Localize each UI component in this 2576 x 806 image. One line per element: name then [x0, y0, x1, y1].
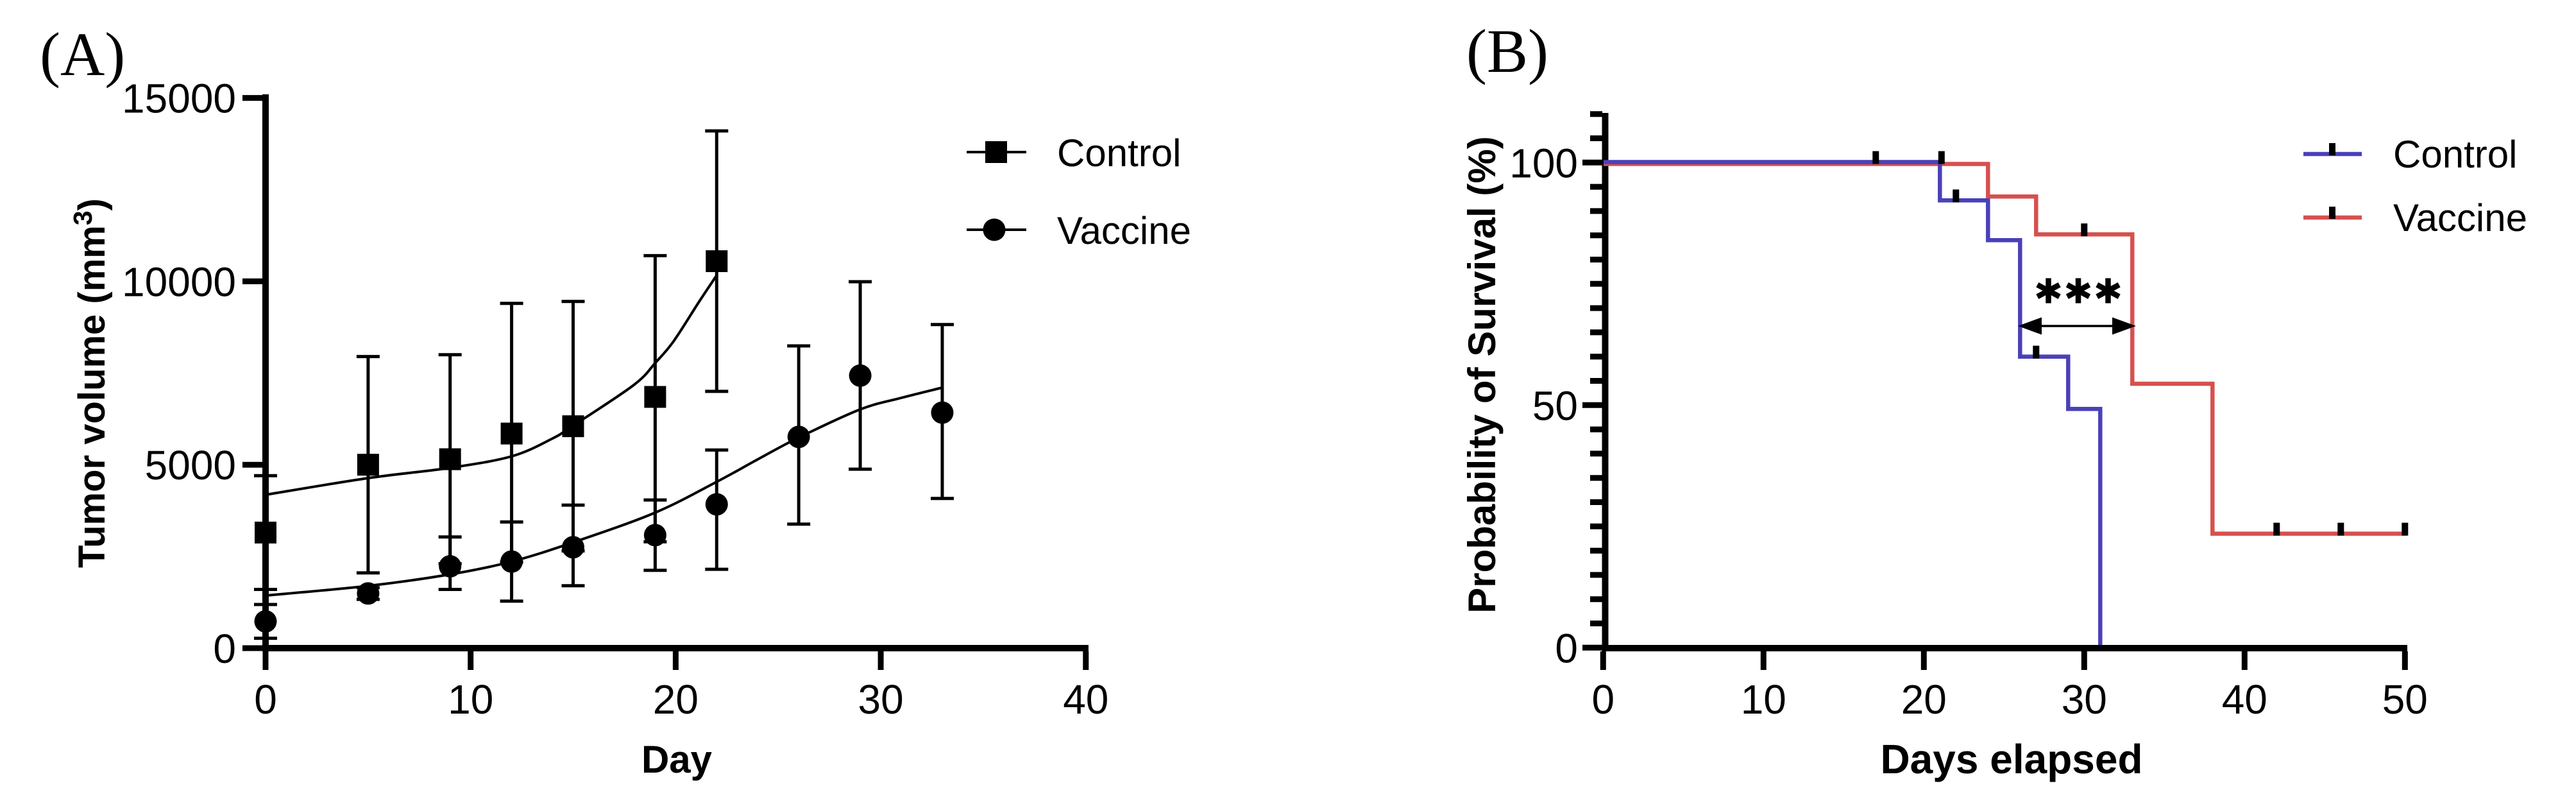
svg-text:20: 20	[1901, 676, 1947, 723]
svg-text:0: 0	[1592, 676, 1615, 723]
svg-text:0: 0	[213, 626, 236, 672]
svg-text:40: 40	[1063, 676, 1108, 723]
svg-text:(B): (B)	[1466, 17, 1548, 85]
svg-text:Tumor volume (mm3): Tumor volume (mm3)	[68, 198, 113, 568]
svg-text:10: 10	[1741, 676, 1786, 723]
svg-text:15000: 15000	[122, 76, 236, 122]
svg-text:10: 10	[448, 676, 493, 723]
svg-text:0: 0	[1555, 625, 1578, 671]
svg-text:5000: 5000	[145, 442, 236, 488]
svg-text:Vaccine: Vaccine	[2393, 196, 2527, 239]
svg-text:(A): (A)	[40, 20, 125, 89]
svg-text:100: 100	[1509, 140, 1578, 186]
svg-text:30: 30	[2062, 676, 2107, 723]
svg-text:30: 30	[858, 676, 904, 723]
svg-text:40: 40	[2222, 676, 2267, 723]
svg-text:Control: Control	[2393, 133, 2517, 176]
svg-text:Vaccine: Vaccine	[1057, 209, 1191, 252]
svg-text:50: 50	[2382, 676, 2428, 723]
svg-text:0: 0	[254, 676, 277, 723]
svg-text:10000: 10000	[122, 259, 236, 305]
svg-text:Day: Day	[641, 738, 713, 781]
svg-text:Days elapsed: Days elapsed	[1880, 736, 2142, 782]
svg-text:50: 50	[1532, 382, 1578, 429]
svg-text:20: 20	[653, 676, 699, 723]
svg-text:Probability of Survival (%): Probability of Survival (%)	[1461, 136, 1504, 613]
svg-text:Control: Control	[1057, 132, 1181, 175]
